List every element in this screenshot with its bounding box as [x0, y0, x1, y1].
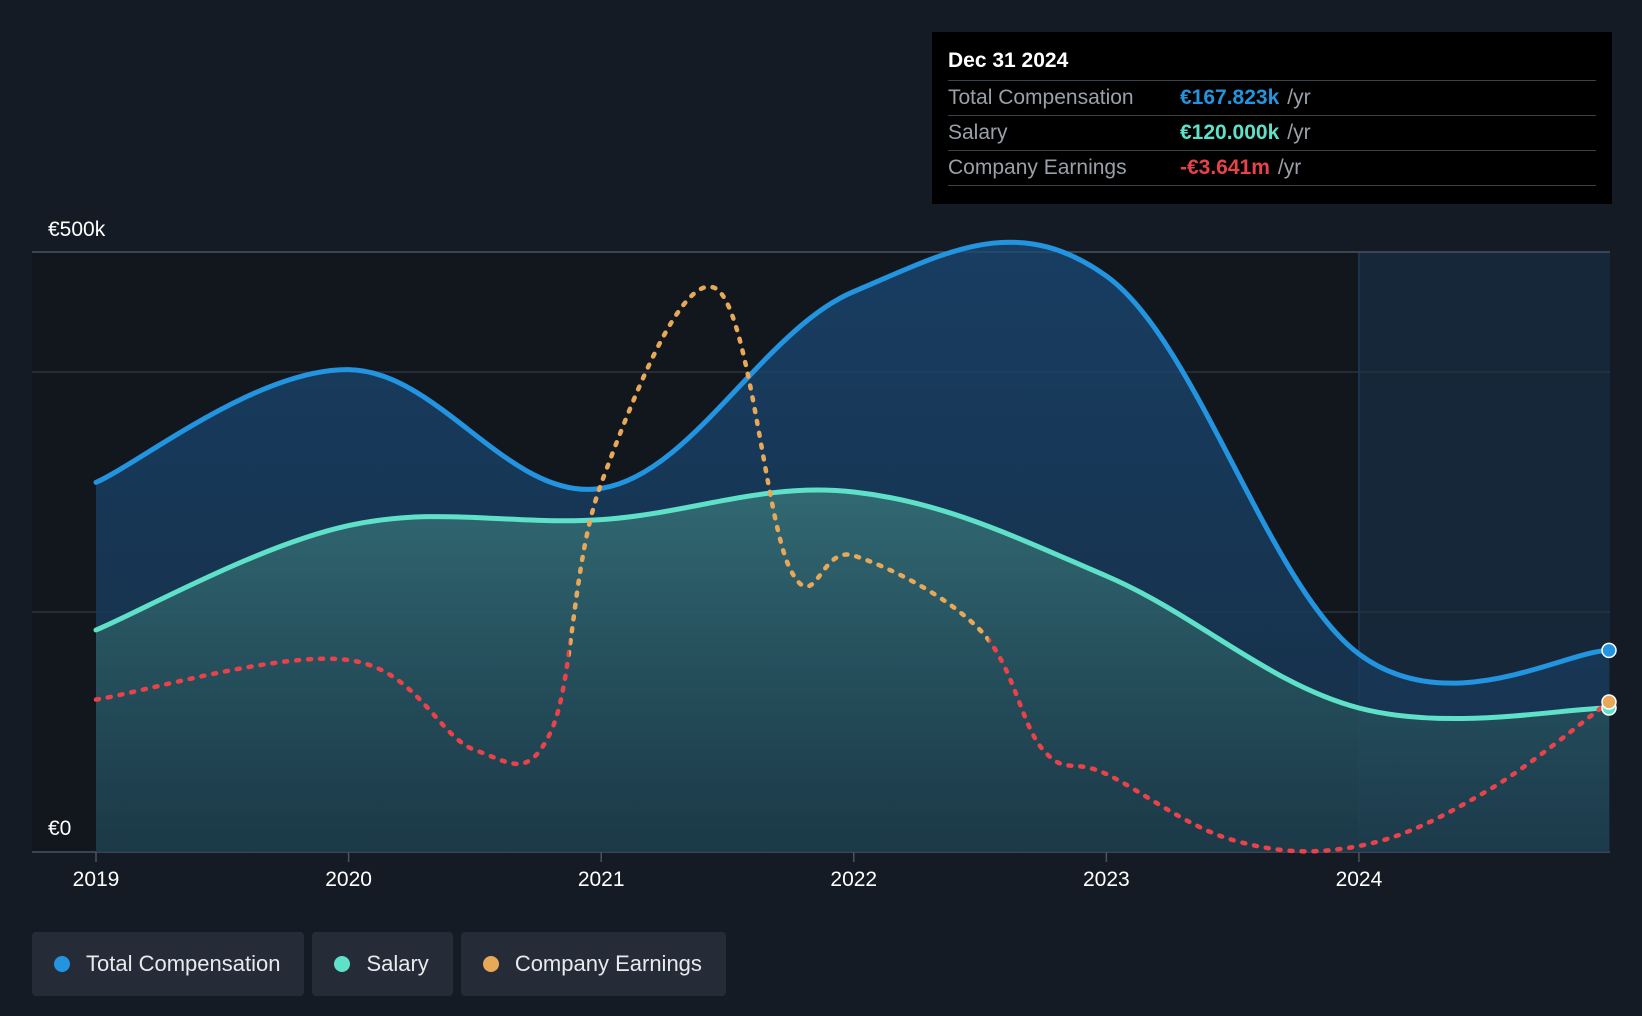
series-areas [96, 242, 1609, 853]
tooltip-unit: /yr [1287, 121, 1311, 144]
legend: Total Compensation Salary Company Earnin… [32, 932, 726, 996]
total-compensation-line [93, 239, 1612, 686]
x-tick-label: 2022 [830, 868, 877, 891]
x-tick-label: 2023 [1083, 868, 1130, 891]
legend-item-company-earnings[interactable]: Company Earnings [460, 932, 726, 996]
tooltip-label: Total Compensation [948, 86, 1134, 109]
x-tick-label: 2024 [1336, 868, 1383, 891]
x-tick-label: 2021 [578, 868, 625, 891]
x-axis: 2019 2020 2021 2022 2023 2024 [73, 852, 1383, 891]
tooltip-row-salary: Salary €120.000k /yr [948, 115, 1596, 150]
tooltip-unit: /yr [1277, 156, 1302, 179]
tooltip-value: -€3.641m [1180, 156, 1270, 179]
legend-label: Company Earnings [514, 951, 702, 976]
y-label-top: €500k [48, 218, 106, 241]
company-earnings-end-marker [1601, 694, 1617, 710]
tooltip-label: Salary [948, 121, 1008, 144]
tooltip-date: Dec 31 2024 [948, 49, 1069, 72]
legend-label: Total Compensation [86, 951, 281, 976]
legend-dot-icon [482, 956, 499, 972]
tooltip-row-total-compensation: Total Compensation €167.823k /yr [948, 80, 1596, 115]
tooltip-value: €167.823k [1180, 86, 1280, 109]
legend-item-total-compensation[interactable]: Total Compensation [32, 932, 305, 996]
total-compensation-end-marker [1601, 642, 1617, 659]
legend-dot-icon [54, 956, 70, 972]
y-label-bottom: €0 [48, 817, 71, 840]
tooltip-unit: /yr [1287, 86, 1311, 109]
legend-label: Salary [366, 951, 429, 976]
salary-line [93, 487, 1612, 722]
x-tick-label: 2020 [325, 868, 372, 891]
tooltip-row-company-earnings: Company Earnings -€3.641m /yr [948, 150, 1596, 186]
tooltip-value: €120.000k [1180, 121, 1280, 144]
company-earnings-line-negative [93, 284, 1612, 854]
legend-dot-icon [334, 956, 351, 972]
salary-area [96, 490, 1609, 852]
tooltip-label: Company Earnings [948, 156, 1127, 179]
x-tick-label: 2019 [73, 868, 120, 891]
tooltip: Dec 31 2024 Total Compensation €167.823k… [932, 32, 1612, 204]
legend-item-salary[interactable]: Salary [312, 932, 453, 996]
end-markers [1601, 642, 1617, 716]
series-lines [93, 239, 1612, 854]
